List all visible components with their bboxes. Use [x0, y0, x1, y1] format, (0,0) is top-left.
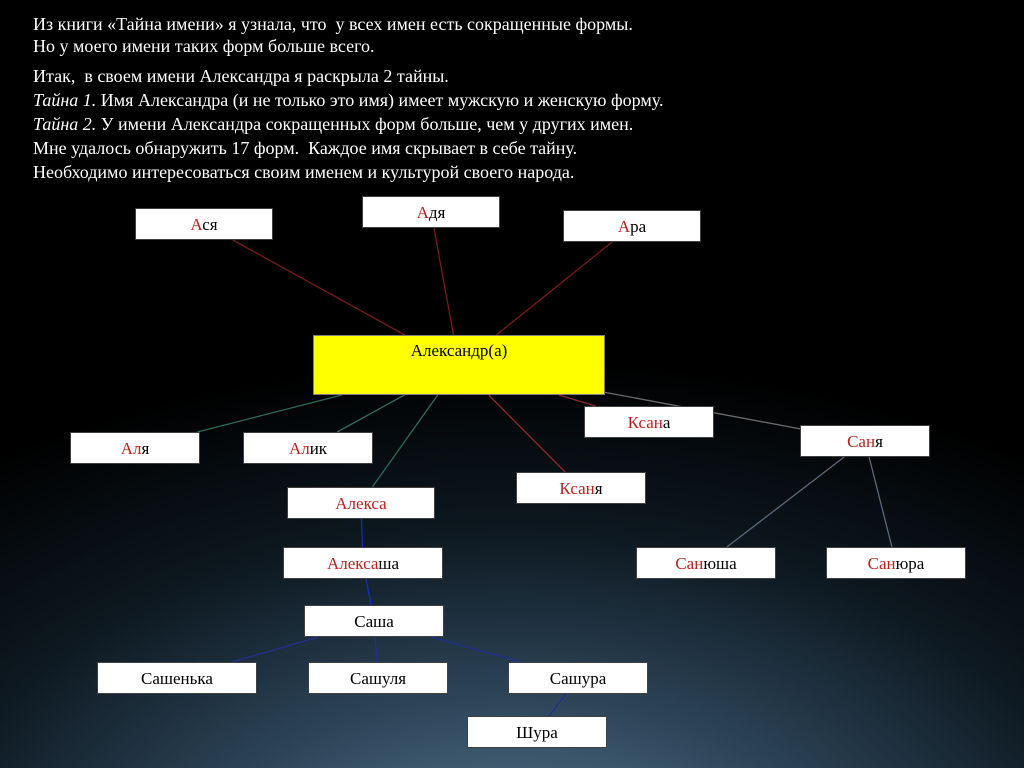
name-node-alya: Аля [70, 432, 200, 464]
edge-center-aleksa [372, 395, 437, 487]
name-node-ksana: Ксана [584, 406, 714, 438]
edge-sasha-sashulya [375, 637, 377, 662]
edge-center-alik [337, 395, 404, 432]
edge-sasha-sashura [431, 637, 520, 662]
node-label: Адя [417, 204, 446, 221]
edge-sanya-sanyura [869, 457, 892, 547]
intro-line-6: Необходимо интересоваться своим именем и… [33, 162, 574, 183]
intro-line-1: Но у моего имени таких форм больше всего… [33, 36, 375, 57]
node-label: Саня [847, 433, 883, 450]
edge-center-asya [233, 240, 405, 335]
name-node-alik: Алик [243, 432, 373, 464]
name-node-sanyura: Санюра [826, 547, 966, 579]
name-node-sanyusha: Санюша [636, 547, 776, 579]
name-node-sashenka: Сашенька [97, 662, 257, 694]
node-label: Санюша [675, 555, 736, 572]
intro-line-4: Тайна 2. У имени Александра сокращенных … [33, 114, 633, 135]
node-label: Сашура [550, 670, 607, 687]
node-label: Алекса [335, 495, 386, 512]
edge-center-ara [496, 242, 612, 335]
node-label: Аля [121, 440, 150, 457]
name-node-sasha: Саша [304, 605, 444, 637]
intro-line-2: Итак, в своем имени Александра я раскрыл… [33, 66, 449, 87]
name-node-ara: Ара [563, 210, 701, 242]
edge-sashura-shura [549, 694, 566, 716]
edge-center-ksanya [489, 395, 565, 472]
node-label: Александр(а) [411, 342, 508, 359]
name-node-sashura: Сашура [508, 662, 648, 694]
node-label: Ксаня [559, 480, 602, 497]
node-label: Ара [618, 218, 646, 235]
intro-line-3: Тайна 1. Имя Александра (и не только это… [33, 90, 663, 111]
intro-line-5: Мне удалось обнаружить 17 форм. Каждое и… [33, 138, 577, 159]
node-label: Сашуля [350, 670, 406, 687]
edge-sanya-sanyusha [727, 457, 844, 547]
center-node: Александр(а) [313, 335, 605, 395]
name-node-aleksasha: Алексаша [283, 547, 443, 579]
node-label: Шура [516, 724, 558, 741]
edge-sasha-sashenka [232, 637, 318, 662]
node-label: Сашенька [141, 670, 213, 687]
edge-aleksasha-sasha [366, 579, 371, 605]
edge-center-adya [434, 228, 454, 335]
node-label: Алексаша [327, 555, 399, 572]
node-label: Санюра [868, 555, 925, 572]
node-label: Саша [354, 613, 394, 630]
edge-center-ksana [559, 395, 596, 406]
node-label: Алик [289, 440, 327, 457]
node-label: Ксана [628, 414, 671, 431]
edge-center-alya [197, 395, 341, 432]
name-node-shura: Шура [467, 716, 607, 748]
intro-line-0: Из книги «Тайна имени» я узнала, что у в… [33, 14, 633, 35]
name-node-asya: Ася [135, 208, 273, 240]
edge-aleksa-aleksasha [362, 519, 363, 547]
slide-stage: { "canvas": { "w": 1024, "h": 768 }, "co… [0, 0, 1024, 768]
name-node-sashulya: Сашуля [308, 662, 448, 694]
name-node-sanya: Саня [800, 425, 930, 457]
name-node-aleksa: Алекса [287, 487, 435, 519]
name-node-adya: Адя [362, 196, 500, 228]
name-node-ksanya: Ксаня [516, 472, 646, 504]
node-label: Ася [190, 216, 217, 233]
